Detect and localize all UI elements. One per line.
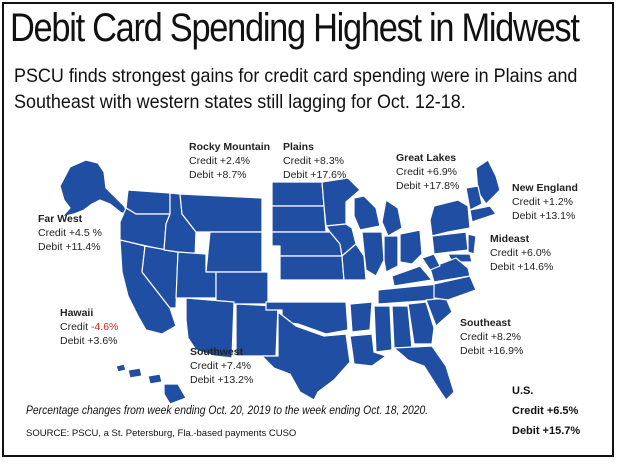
arizona-shape: [185, 297, 235, 359]
west-virginia-shape: [421, 253, 441, 271]
region-credit-label: Credit: [60, 321, 89, 333]
region-credit: Credit +1.2%: [512, 196, 573, 208]
minnesota-shape: [321, 177, 361, 227]
oklahoma-shape: [265, 301, 349, 335]
region-credit: Credit +8.2%: [460, 331, 521, 343]
region-credit: Credit +6.9%: [396, 166, 457, 178]
region-name: Far West: [38, 213, 83, 225]
florida-shape: [393, 345, 455, 401]
region-credit: Credit +6.0%: [490, 247, 551, 259]
us-total-summary: U.S. Credit +6.5% Debit +15.7%: [512, 381, 580, 441]
region-credit: Credit +2.4%: [189, 155, 250, 167]
missouri-shape: [341, 243, 367, 281]
region-credit: Credit +8.3%: [283, 155, 344, 167]
region-label-new-england: New England Credit +1.2% Debit +13.1%: [512, 181, 578, 223]
mississippi-shape: [373, 305, 393, 353]
us-debit: Debit +15.7%: [512, 425, 581, 437]
ohio-shape: [399, 229, 423, 265]
kentucky-shape: [391, 265, 433, 287]
nebraska-shape: [271, 231, 343, 257]
louisiana-shape: [349, 333, 387, 367]
virginia-shape: [429, 257, 471, 283]
page-title: Debit Card Spending Highest in Midwest: [10, 6, 580, 50]
north-dakota-shape: [271, 181, 325, 207]
hawaii-island-4: [115, 363, 127, 373]
wyoming-shape: [205, 231, 263, 273]
region-debit: Debit +3.6%: [60, 335, 118, 347]
us-label: U.S.: [512, 385, 534, 397]
source-line: SOURCE: PSCU, a St. Petersburg, Fla.-bas…: [26, 428, 297, 439]
arkansas-shape: [349, 301, 373, 333]
michigan-shape: [381, 199, 403, 237]
new-jersey-shape: [467, 233, 477, 255]
region-label-southeast: Southeast Credit +8.2% Debit +16.9%: [460, 316, 523, 358]
region-debit: Debit +17.6%: [283, 169, 347, 181]
region-label-rocky-mountain: Rocky Mountain Credit +2.4% Debit +8.7%: [189, 140, 270, 182]
texas-shape: [261, 311, 351, 401]
indiana-shape: [383, 235, 399, 273]
region-name: Southeast: [460, 317, 511, 329]
footnote: Percentage changes from week ending Oct.…: [26, 405, 429, 417]
region-debit: Debit +13.1%: [512, 210, 576, 222]
region-name: Mideast: [490, 233, 530, 245]
region-credit: Credit -4.6%: [60, 320, 118, 334]
hawaii-island-1: [127, 367, 143, 379]
montana-shape: [179, 193, 263, 233]
region-debit: Debit +17.8%: [396, 180, 460, 192]
region-name: Hawaii: [60, 307, 94, 319]
region-debit: Debit +8.7%: [189, 169, 247, 181]
region-name: Plains: [283, 141, 314, 153]
region-label-hawaii: Hawaii Credit -4.6% Debit +3.6%: [60, 306, 118, 348]
region-credit: Credit +7.4%: [190, 360, 251, 372]
washington-shape: [125, 189, 171, 215]
alaska-region-shape: [59, 159, 131, 218]
hawaii-island-3: [163, 383, 187, 405]
kansas-shape: [279, 255, 345, 281]
region-debit: Debit +11.4%: [38, 241, 101, 253]
pennsylvania-shape: [431, 231, 469, 255]
us-credit: Credit +6.5%: [512, 405, 579, 417]
region-label-great-lakes: Great Lakes Credit +6.9% Debit +17.8%: [396, 151, 459, 193]
georgia-shape: [407, 301, 435, 345]
vermont-nh-shape: [465, 185, 483, 211]
region-name: New England: [512, 182, 578, 194]
mass-ct-ri-shape: [469, 205, 497, 223]
region-name: Great Lakes: [396, 152, 457, 164]
region-debit: Debit +14.6%: [490, 261, 554, 273]
region-label-far-west: Far West Credit +4.5 % Debit +11.4%: [38, 212, 102, 254]
region-label-southwest: Southwest Credit +7.4% Debit +13.2%: [190, 345, 253, 387]
illinois-shape: [361, 231, 385, 277]
region-name: Rocky Mountain: [189, 141, 271, 153]
page-subtitle: PSCU finds strongest gains for credit ca…: [14, 65, 578, 113]
hawaii-island-2: [147, 373, 163, 385]
region-credit-negative-value: -4.6%: [90, 321, 119, 333]
region-label-plains: Plains Credit +8.3% Debit +17.6%: [283, 140, 346, 182]
region-name: Southwest: [190, 346, 244, 358]
region-debit: Debit +13.2%: [190, 374, 254, 386]
region-credit: Credit +4.5 %: [38, 227, 102, 239]
new-york-shape: [429, 199, 471, 237]
wisconsin-shape: [353, 195, 381, 231]
region-debit: Debit +16.9%: [460, 345, 524, 357]
south-dakota-shape: [271, 205, 327, 233]
colorado-shape: [215, 271, 269, 305]
region-label-mideast: Mideast Credit +6.0% Debit +14.6%: [490, 232, 553, 274]
